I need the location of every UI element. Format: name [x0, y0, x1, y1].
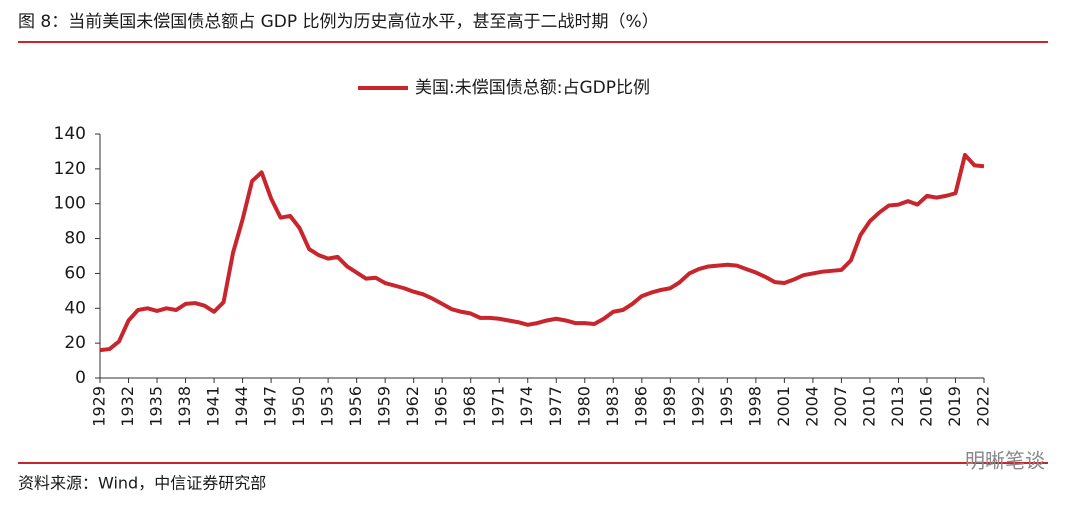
y-tick-label: 140 [54, 124, 86, 144]
x-tick-label: 2004 [802, 386, 821, 427]
x-tick-label: 1992 [688, 386, 707, 427]
x-tick-label: 1950 [289, 386, 308, 427]
x-tick-label: 1944 [232, 386, 251, 427]
x-tick-label: 1983 [603, 386, 622, 427]
x-tick-label: 1959 [375, 386, 394, 427]
x-tick-label: 2013 [888, 386, 907, 427]
x-tick-label: 1980 [574, 386, 593, 427]
x-tick-label: 1977 [546, 386, 565, 427]
x-tick-label: 1998 [745, 386, 764, 427]
x-tick-label: 1968 [460, 386, 479, 427]
watermark: 明晰笔谈 [965, 449, 1045, 473]
x-tick-label: 2007 [831, 386, 850, 427]
y-tick-label: 120 [54, 159, 86, 179]
source: 资料来源：Wind，中信证券研究部 [18, 474, 266, 493]
title-rule [18, 41, 1048, 43]
data-line [99, 152, 985, 353]
x-tick-label: 2001 [774, 386, 793, 427]
y-tick-label: 20 [64, 333, 86, 353]
x-tick-label: 1938 [175, 386, 194, 427]
x-tick-label: 1986 [631, 386, 650, 427]
x-tick-label: 1995 [717, 386, 736, 427]
x-tick-label: 1956 [346, 386, 365, 427]
x-tick-label: 1971 [489, 386, 508, 427]
x-tick-label: 2022 [974, 386, 993, 427]
y-tick-label: 40 [64, 298, 86, 318]
x-tick-label: 1953 [318, 386, 337, 427]
x-tick-label: 1965 [432, 386, 451, 427]
x-tick-label: 1929 [90, 386, 109, 427]
x-tick-label: 1935 [147, 386, 166, 427]
legend-label: 美国:未偿国债总额:占GDP比例 [415, 78, 650, 98]
y-tick-label: 80 [64, 229, 86, 249]
x-tick-label: 1989 [660, 386, 679, 427]
footer-rule [18, 462, 1048, 464]
chart-title: 图 8：当前美国未偿国债总额占 GDP 比例为历史高位水平，甚至高于二战时期（%… [18, 12, 659, 32]
y-tick-label: 100 [54, 194, 86, 214]
x-tick-label: 2010 [859, 386, 878, 427]
y-tick-label: 60 [64, 263, 86, 283]
y-tick-label: 0 [75, 368, 86, 388]
x-tick-label: 2019 [945, 386, 964, 427]
x-tick-label: 1974 [517, 386, 536, 427]
x-tick-label: 1941 [204, 386, 223, 427]
x-tick-label: 2016 [916, 386, 935, 427]
x-tick-label: 1947 [261, 386, 280, 427]
x-tick-label: 1962 [403, 386, 422, 427]
x-tick-label: 1932 [118, 386, 137, 427]
